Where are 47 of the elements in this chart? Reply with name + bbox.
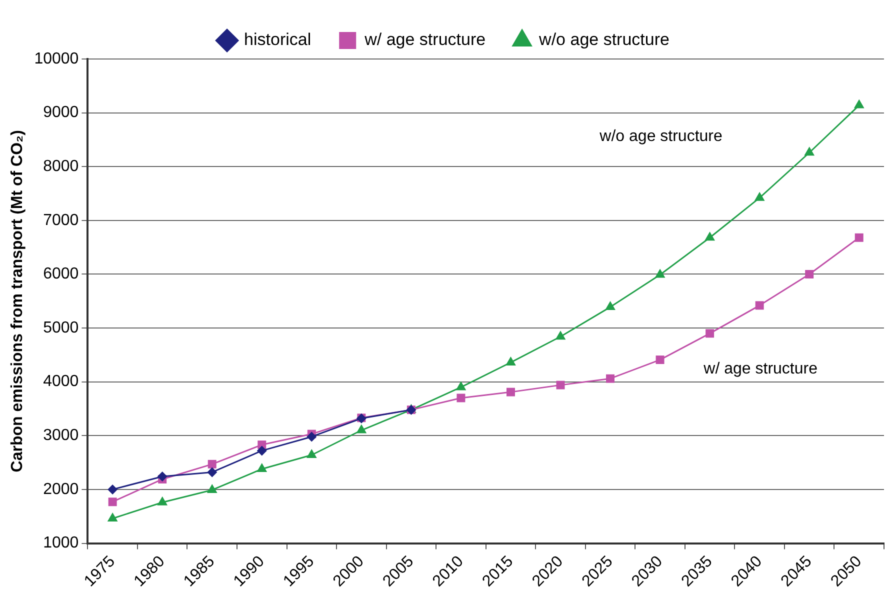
point — [108, 484, 118, 494]
y-axis-title: Carbon emissions from transport (Mt of CO₂) — [9, 130, 26, 472]
point — [206, 484, 218, 493]
point — [207, 467, 218, 478]
y-tick-label: 7000 — [43, 212, 79, 229]
point — [805, 270, 814, 278]
legend-label: historical — [244, 30, 312, 50]
point — [706, 329, 714, 338]
annotation: w/ age structure — [702, 360, 818, 378]
y-tick-label: 10000 — [34, 50, 79, 68]
point — [157, 496, 168, 506]
point — [256, 463, 268, 472]
point — [804, 146, 815, 156]
y-tick-label: 1000 — [43, 534, 79, 552]
point — [256, 446, 267, 456]
point — [704, 232, 716, 241]
point — [506, 388, 515, 396]
y-tick-label: 8000 — [43, 158, 79, 176]
legend-label: w/o age structure — [538, 30, 670, 50]
point — [854, 233, 864, 242]
point — [606, 374, 615, 383]
point — [456, 394, 466, 402]
point — [306, 432, 317, 442]
point — [556, 380, 565, 390]
point — [208, 460, 216, 468]
point — [755, 301, 764, 310]
point — [107, 512, 118, 522]
y-tick-label: 2000 — [43, 480, 79, 498]
point — [157, 472, 168, 482]
legend-label: w/ age structure — [364, 30, 486, 50]
annotation: w/o age structure — [598, 128, 722, 145]
y-tick-label: 9000 — [43, 104, 79, 122]
point — [854, 99, 864, 108]
y-tick-label: 4000 — [43, 373, 79, 390]
point — [605, 301, 616, 310]
point — [456, 381, 466, 390]
point — [654, 268, 666, 278]
point — [754, 192, 765, 201]
point — [656, 356, 664, 364]
point — [356, 424, 367, 434]
point — [108, 498, 117, 506]
point — [306, 449, 317, 458]
y-tick-label: 5000 — [43, 319, 79, 336]
point — [506, 356, 516, 366]
y-tick-label: 3000 — [43, 427, 79, 444]
point — [555, 330, 566, 340]
y-tick-label: 6000 — [43, 266, 79, 283]
